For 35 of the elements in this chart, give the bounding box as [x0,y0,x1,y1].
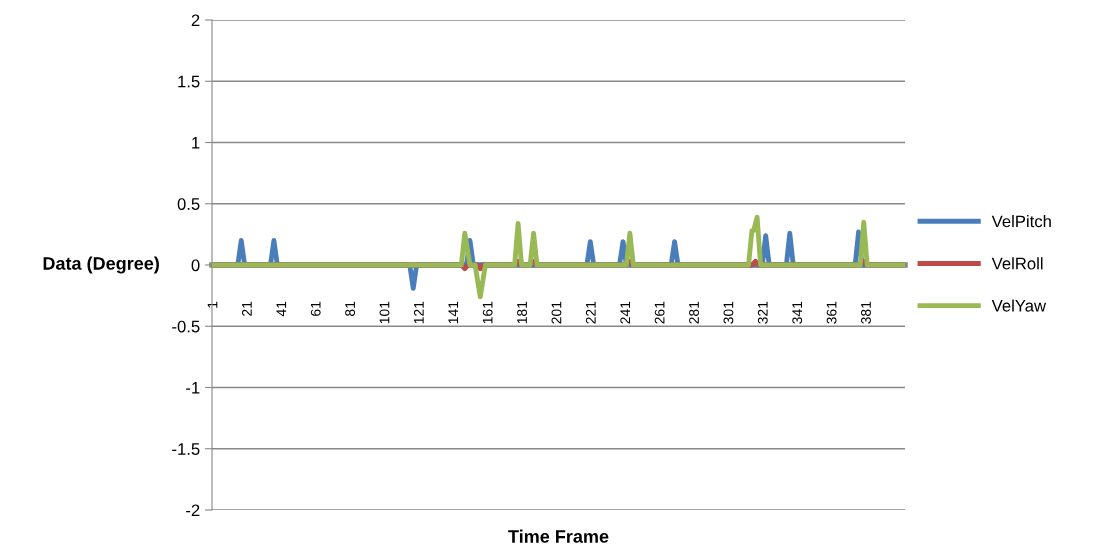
x-tick-label: 381 [861,301,871,324]
x-tick-label: 241 [620,301,631,324]
y-tick-label: 1.5 [178,75,200,88]
legend-label: VelYaw [991,299,1047,312]
x-tick-label: 261 [654,301,665,324]
x-axis-title: Time Frame [508,529,609,543]
x-tick-label: 21 [242,301,252,316]
x-tick-label: 141 [448,301,459,324]
y-tick-label: -1 [186,382,200,394]
x-tick-label: 101 [379,301,390,324]
x-tick-label: 161 [482,301,493,324]
x-tick-label: 301 [723,301,734,324]
y-tick-label: 2 [191,14,200,27]
x-tick-label: 321 [757,301,768,324]
y-tick-label: -0.5 [172,320,200,333]
y-tick-label: 0 [191,259,200,272]
y-tick-label: -2 [186,504,200,517]
y-axis-title: Data (Degree) [43,256,159,274]
x-tick-label: 181 [517,301,527,324]
y-tick-label: 0.5 [177,198,200,210]
x-tick-label: 1 [207,301,218,308]
x-tick-label: 361 [826,301,837,324]
x-tick-label: 341 [792,301,803,324]
y-tick-label: 1 [192,137,200,149]
line-series [212,214,905,300]
legend-label: VelPitch [991,215,1051,228]
x-tick-label: 221 [585,301,596,324]
y-tick-label: -1.5 [172,443,200,455]
x-tick-label: 121 [413,301,424,324]
x-tick-label: 61 [310,301,321,316]
x-tick-label: 81 [345,301,356,316]
x-tick-label: 201 [551,301,562,324]
x-tick-label: 41 [276,301,287,317]
legend-label: VelRoll [991,257,1043,270]
x-tick-label: 281 [689,301,699,324]
